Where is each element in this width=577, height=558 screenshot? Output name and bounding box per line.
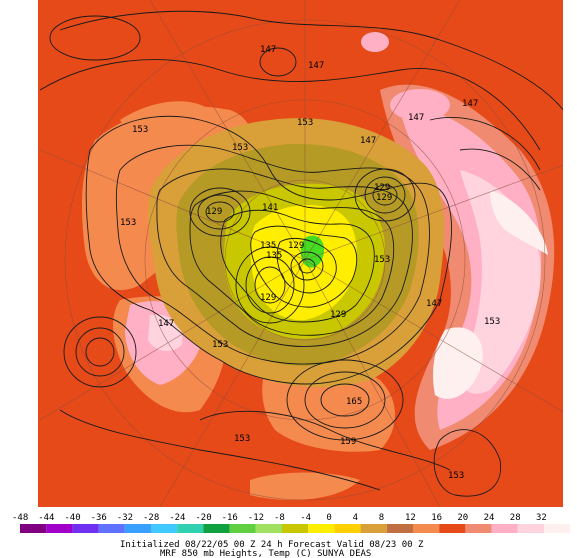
warm-region-southwest-core bbox=[148, 314, 183, 352]
contour-label: 147 bbox=[462, 99, 478, 109]
colorbar-tick-label: 0 bbox=[326, 513, 331, 523]
colorbar-tick-label: 28 bbox=[510, 513, 521, 523]
caption-line-2: MRF 850 mb Heights, Temp (C) SUNYA DEAS bbox=[160, 549, 371, 558]
colorbar-tick-labels: -48 -44 -40 -36 -32 -28 -24 -20 -16 -12 -8 -4 0 4 8 12 1… bbox=[12, 513, 547, 523]
colorbar-swatch bbox=[98, 524, 125, 533]
weather-map: 147 147 147 147 153 153 147 153 153 147 … bbox=[0, 0, 577, 507]
colorbar-swatch bbox=[46, 524, 73, 533]
mild-region-south-2 bbox=[250, 472, 360, 500]
warm-spot-north bbox=[361, 32, 389, 52]
contour-label: 147 bbox=[360, 136, 376, 146]
colorbar-tick-label: 16 bbox=[431, 513, 442, 523]
contour-label: 153 bbox=[120, 218, 136, 228]
right-margin bbox=[563, 0, 577, 507]
colorbar-swatch bbox=[282, 524, 309, 533]
colorbar-tick-label: -16 bbox=[222, 513, 238, 523]
colorbar-tick-label: -24 bbox=[169, 513, 185, 523]
colorbar-swatch bbox=[334, 524, 361, 533]
contour-label: 129 bbox=[260, 293, 276, 303]
contour-label: 153 bbox=[448, 471, 464, 481]
contour-label: 129 bbox=[206, 207, 222, 217]
warm-region-east-peak bbox=[490, 190, 548, 255]
colorbar-swatch bbox=[360, 524, 387, 533]
colorbar-swatch bbox=[203, 524, 230, 533]
colorbar-swatch bbox=[439, 524, 466, 533]
contour-label: 165 bbox=[346, 397, 362, 407]
contour-label: 147 bbox=[158, 319, 174, 329]
contour-label: 141 bbox=[262, 203, 278, 213]
colorbar-tick-label: -36 bbox=[91, 513, 107, 523]
contour-label: 153 bbox=[132, 125, 148, 135]
colorbar-tick-label: -28 bbox=[143, 513, 159, 523]
colorbar-tick-label: -20 bbox=[195, 513, 211, 523]
left-margin bbox=[0, 0, 38, 507]
contour-label: 147 bbox=[426, 299, 442, 309]
temperature-colorbar: -48 -44 -40 -36 -32 -28 -24 -20 -16 -12 -8 -4 0 4 8 12 1… bbox=[12, 513, 571, 558]
contour-label: 159 bbox=[340, 437, 356, 447]
colorbar-tick-label: 12 bbox=[405, 513, 416, 523]
colorbar-swatch bbox=[20, 524, 47, 533]
contour-label: 153 bbox=[212, 340, 228, 350]
caption-line-1: Initialized 08/22/05 00 Z 24 h Forecast … bbox=[120, 540, 424, 550]
contour-label: 129 bbox=[330, 310, 346, 320]
colorbar-swatch bbox=[72, 524, 99, 533]
warm-region-se-core bbox=[433, 327, 483, 399]
colorbar-tick-label: 32 bbox=[536, 513, 547, 523]
contour-label: 153 bbox=[234, 434, 250, 444]
colorbar-tick-label: 20 bbox=[457, 513, 468, 523]
warm-spot-north-2 bbox=[390, 89, 450, 121]
colorbar-tick-label: 8 bbox=[379, 513, 384, 523]
colorbar-swatch bbox=[491, 524, 518, 533]
colorbar-tick-label: -48 bbox=[12, 513, 28, 523]
colorbar-swatch bbox=[229, 524, 256, 533]
colorbar-tick-label: -4 bbox=[300, 513, 311, 523]
contour-label: 153 bbox=[484, 317, 500, 327]
colorbar-swatch bbox=[151, 524, 178, 533]
colorbar-tick-label: -40 bbox=[64, 513, 80, 523]
colorbar-swatch bbox=[517, 524, 544, 533]
colorbar-tick-label: -12 bbox=[248, 513, 264, 523]
contour-labels: 147 147 147 147 153 153 147 153 153 147 … bbox=[120, 45, 500, 481]
contour-label: 135 bbox=[266, 251, 282, 261]
colorbar-swatch bbox=[308, 524, 335, 533]
colorbar-swatch bbox=[413, 524, 440, 533]
colorbar-swatch bbox=[177, 524, 204, 533]
colorbar-tick-label: -44 bbox=[38, 513, 54, 523]
contour-label: 147 bbox=[408, 113, 424, 123]
contour-label: 129 bbox=[288, 241, 304, 251]
contour-label: 147 bbox=[260, 45, 276, 55]
contour-label: 129 bbox=[374, 183, 390, 193]
mild-region-nw bbox=[120, 101, 210, 140]
colorbar-tick-label: -32 bbox=[117, 513, 133, 523]
colorbar-swatch bbox=[465, 524, 492, 533]
colorbar-tick-label: 4 bbox=[353, 513, 358, 523]
contour-label: 135 bbox=[260, 241, 276, 251]
colorbar-swatch bbox=[255, 524, 282, 533]
lat-lon-grid bbox=[39, 0, 577, 507]
contour-label: 153 bbox=[232, 143, 248, 153]
contour-label: 153 bbox=[297, 118, 313, 128]
colorbar-swatch bbox=[124, 524, 151, 533]
contour-label: 153 bbox=[374, 255, 390, 265]
colorbar-swatch bbox=[544, 524, 571, 533]
contour-label: 129 bbox=[376, 193, 392, 203]
colorbar-tick-label: -8 bbox=[274, 513, 285, 523]
colorbar-tick-label: 24 bbox=[484, 513, 495, 523]
colorbar-swatch bbox=[386, 524, 413, 533]
height-contours bbox=[39, 10, 576, 497]
contour-label: 147 bbox=[308, 61, 324, 71]
colorbar-swatches bbox=[20, 524, 571, 533]
